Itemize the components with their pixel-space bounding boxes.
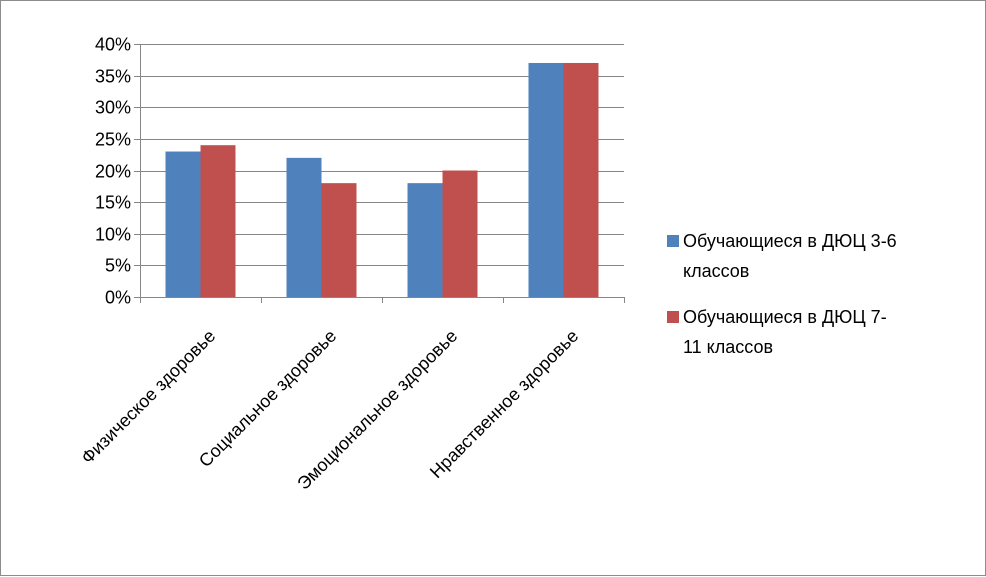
legend-label-line: Обучающиеся в ДЮЦ 3-6 xyxy=(683,231,897,251)
y-tick-label: 30% xyxy=(95,98,131,118)
bar xyxy=(528,62,564,297)
legend-label: Обучающиеся в ДЮЦ 7- 11 классов xyxy=(683,307,887,357)
y-axis-tick-labels: 0% 5% 10% 15% 20% 25% 30% 35% 40% xyxy=(95,35,131,308)
legend-item: Обучающиеся в ДЮЦ 7- 11 классов xyxy=(667,307,887,357)
bar xyxy=(286,157,322,297)
legend-label: Обучающиеся в ДЮЦ 3-6 классов xyxy=(683,231,897,281)
legend-swatch xyxy=(667,235,679,247)
y-tick-label: 40% xyxy=(95,35,131,55)
bars xyxy=(165,62,599,297)
y-tick-label: 35% xyxy=(95,67,131,87)
legend-label-line: классов xyxy=(683,261,749,281)
bar xyxy=(563,62,599,297)
legend-item: Обучающиеся в ДЮЦ 3-6 классов xyxy=(667,231,897,281)
y-tick-label: 15% xyxy=(95,193,131,213)
legend-swatch xyxy=(667,311,679,323)
bar xyxy=(200,145,236,297)
y-tick-label: 5% xyxy=(105,256,131,276)
bar xyxy=(407,183,443,297)
x-category-label: Социальное здоровье xyxy=(195,326,340,471)
legend-label-line: Обучающиеся в ДЮЦ 7- xyxy=(683,307,887,327)
y-tick-label: 20% xyxy=(95,162,131,182)
x-category-label: Физическое здоровье xyxy=(77,326,219,468)
bar xyxy=(442,170,478,297)
legend: Обучающиеся в ДЮЦ 3-6 классовОбучающиеся … xyxy=(667,231,897,357)
y-tick-label: 25% xyxy=(95,130,131,150)
bar xyxy=(321,183,357,297)
axes xyxy=(134,44,625,303)
legend-label-line: 11 классов xyxy=(683,337,773,357)
y-tick-label: 10% xyxy=(95,225,131,245)
bar xyxy=(165,151,201,297)
y-tick-label: 0% xyxy=(105,288,131,308)
